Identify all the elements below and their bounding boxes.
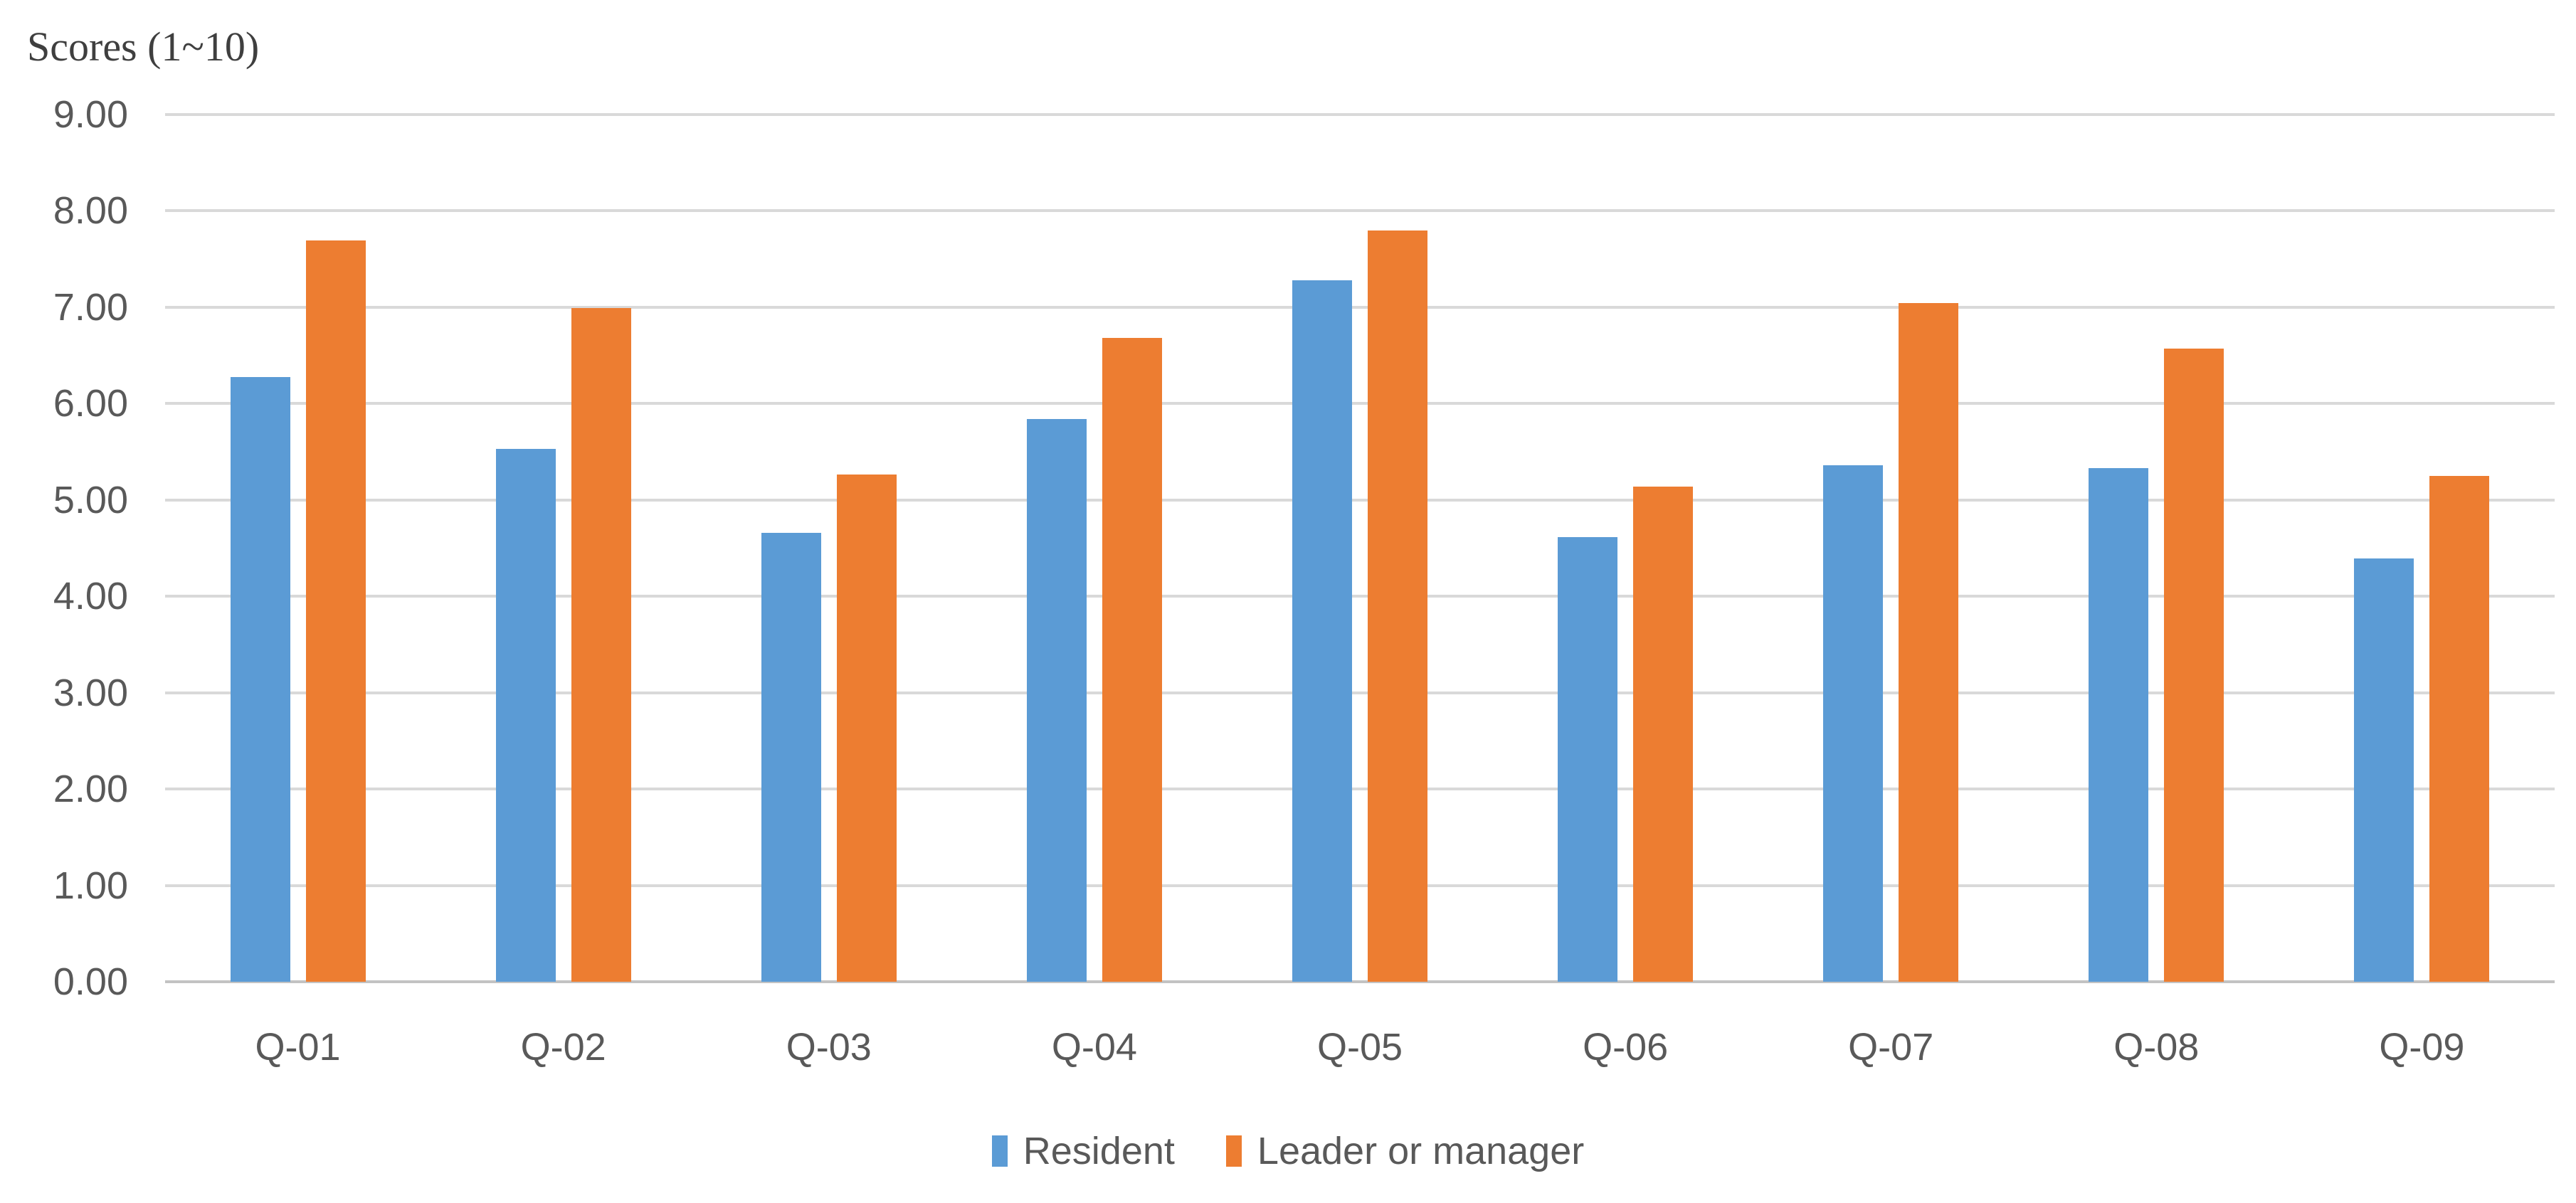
y-gridline (165, 691, 2555, 694)
bar-q-06-leader-or-manager (1633, 486, 1694, 982)
y-axis-tick-label: 4.00 (53, 575, 128, 618)
bar-q-08-resident (2089, 467, 2149, 982)
legend-item-label: Resident (1023, 1130, 1175, 1172)
chart-title: Scores (1~10) (27, 23, 260, 70)
legend-item-leader-or-manager: Leader or manager (1225, 1130, 1585, 1172)
bar-q-02-leader-or-manager (571, 307, 631, 982)
y-axis-tick-label: 9.00 (53, 92, 128, 136)
y-gridline (165, 305, 2555, 309)
x-axis-category-label: Q-07 (1848, 1026, 1934, 1069)
y-gridline (165, 112, 2555, 116)
legend-item-label: Leader or manager (1257, 1130, 1585, 1172)
y-axis-tick-label: 7.00 (53, 285, 128, 329)
y-gridline (165, 788, 2555, 790)
bar-q-02-resident (495, 448, 556, 982)
y-axis-tick-label: 0.00 (53, 960, 128, 1003)
y-axis-tick-label: 3.00 (53, 671, 128, 714)
bar-q-04-leader-or-manager (1102, 337, 1162, 982)
bar-q-06-resident (1558, 537, 1618, 982)
bar-q-01-leader-or-manager (305, 240, 366, 982)
bar-q-01-resident (230, 377, 290, 982)
x-axis-category-label: Q-02 (520, 1026, 606, 1069)
y-gridline (165, 498, 2555, 502)
bar-q-07-leader-or-manager (1899, 303, 1959, 982)
y-axis-tick-label: 8.00 (53, 189, 128, 232)
y-axis-tick-label: 1.00 (53, 864, 128, 907)
bar-q-09-resident (2354, 558, 2414, 982)
y-gridline (165, 209, 2555, 212)
x-axis-category-label: Q-04 (1051, 1026, 1137, 1069)
legend-marker-icon (1225, 1135, 1242, 1167)
bar-q-09-leader-or-manager (2429, 475, 2490, 982)
bar-q-05-leader-or-manager (1368, 230, 1427, 982)
legend-marker-icon (991, 1135, 1008, 1167)
bar-q-07-resident (1823, 465, 1884, 982)
legend: Resident Leader or manager (0, 1130, 2576, 1172)
x-axis-category-label: Q-01 (255, 1026, 341, 1069)
y-gridline (165, 595, 2555, 598)
bar-q-05-resident (1292, 280, 1352, 982)
bar-q-03-resident (761, 532, 821, 982)
x-axis-category-label: Q-06 (1583, 1026, 1669, 1069)
y-gridline (165, 884, 2555, 887)
y-gridline (165, 402, 2555, 405)
y-axis-tick-label: 5.00 (53, 478, 128, 521)
y-axis-tick-label: 2.00 (53, 768, 128, 810)
x-axis-category-label: Q-03 (786, 1026, 872, 1069)
x-axis-line (165, 980, 2555, 983)
legend-item-resident: Resident (991, 1130, 1175, 1172)
x-axis-category-label: Q-05 (1316, 1026, 1403, 1069)
x-axis-category-label: Q-08 (2113, 1026, 2200, 1069)
bar-q-04-resident (1026, 418, 1087, 982)
y-axis-tick-label: 6.00 (53, 382, 128, 425)
x-axis-category-label: Q-09 (2379, 1026, 2465, 1069)
bar-q-08-leader-or-manager (2164, 348, 2224, 982)
bar-q-03-leader-or-manager (836, 475, 897, 982)
